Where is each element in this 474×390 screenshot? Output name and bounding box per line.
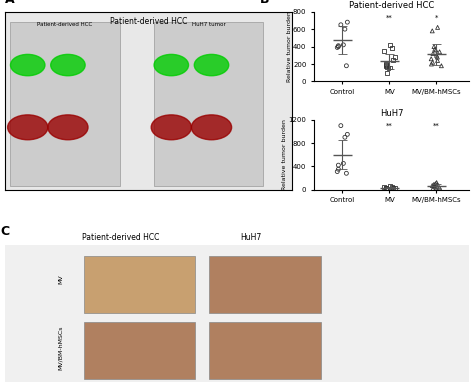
- Point: [382, 63, 390, 69]
- Circle shape: [8, 115, 48, 140]
- Text: MV: MV: [58, 274, 63, 284]
- Point: [391, 54, 398, 60]
- Y-axis label: Relative tumor burden: Relative tumor burden: [286, 11, 292, 82]
- Circle shape: [154, 54, 189, 76]
- Text: **: **: [386, 14, 392, 20]
- Point: [337, 122, 345, 129]
- Text: B: B: [260, 0, 269, 6]
- Point: [339, 42, 347, 48]
- Point: [391, 184, 398, 191]
- Point: [335, 162, 342, 168]
- Point: [429, 185, 437, 191]
- Point: [433, 52, 440, 58]
- Point: [383, 64, 391, 70]
- Point: [434, 182, 441, 188]
- Point: [383, 69, 391, 76]
- Circle shape: [191, 115, 232, 140]
- Circle shape: [151, 115, 191, 140]
- Bar: [154, 22, 263, 186]
- Point: [334, 168, 341, 175]
- Point: [434, 54, 441, 60]
- Circle shape: [10, 54, 45, 76]
- Point: [344, 19, 351, 25]
- Point: [385, 65, 392, 71]
- Text: A: A: [5, 0, 14, 6]
- Text: **: **: [386, 122, 392, 128]
- Point: [382, 61, 390, 67]
- Point: [389, 185, 397, 191]
- Point: [436, 185, 443, 191]
- Bar: [10, 22, 119, 186]
- Point: [429, 50, 437, 57]
- Point: [428, 61, 435, 67]
- Text: Patient-derived HCC: Patient-derived HCC: [37, 22, 93, 27]
- Point: [341, 26, 349, 32]
- Circle shape: [194, 54, 229, 76]
- Bar: [209, 322, 320, 379]
- Point: [431, 46, 438, 52]
- Point: [382, 185, 390, 191]
- Point: [335, 166, 342, 172]
- Point: [432, 184, 439, 190]
- Text: Patient-derived HCC: Patient-derived HCC: [109, 17, 187, 26]
- Bar: [209, 256, 320, 314]
- Circle shape: [48, 115, 88, 140]
- Point: [388, 45, 395, 51]
- Circle shape: [51, 54, 85, 76]
- Point: [335, 43, 342, 50]
- Point: [428, 28, 436, 34]
- Point: [383, 186, 391, 192]
- Point: [431, 184, 438, 190]
- Point: [334, 44, 341, 51]
- Point: [430, 181, 438, 188]
- Text: *: *: [435, 14, 438, 20]
- Point: [430, 183, 438, 189]
- Bar: [84, 256, 195, 314]
- Y-axis label: Relative tumor burden: Relative tumor burden: [282, 119, 287, 190]
- Point: [339, 160, 347, 167]
- Bar: [84, 322, 195, 379]
- Point: [388, 184, 395, 190]
- Point: [380, 48, 388, 54]
- Point: [428, 56, 435, 62]
- Point: [389, 57, 397, 63]
- Point: [382, 186, 390, 192]
- Point: [387, 183, 394, 189]
- Point: [344, 131, 351, 137]
- Text: C: C: [0, 225, 9, 238]
- Title: HuH7: HuH7: [380, 109, 403, 118]
- Point: [432, 47, 439, 53]
- Text: **: **: [433, 122, 440, 128]
- Point: [382, 185, 390, 191]
- Point: [433, 179, 440, 186]
- Point: [341, 134, 349, 140]
- Point: [387, 42, 394, 48]
- Point: [337, 22, 345, 28]
- Point: [432, 181, 439, 187]
- Point: [436, 49, 443, 55]
- Text: Patient-derived HCC: Patient-derived HCC: [82, 233, 160, 242]
- Point: [335, 43, 342, 49]
- Point: [430, 43, 438, 50]
- Point: [343, 63, 350, 69]
- Point: [434, 24, 441, 30]
- Point: [429, 59, 437, 66]
- Text: MV/BM-hMSCs: MV/BM-hMSCs: [58, 326, 63, 370]
- Point: [386, 64, 393, 71]
- Point: [438, 63, 445, 69]
- Text: HuH7: HuH7: [240, 233, 262, 242]
- Point: [434, 57, 441, 64]
- Point: [382, 62, 390, 68]
- Title: Patient-derived HCC: Patient-derived HCC: [349, 0, 434, 9]
- Point: [380, 184, 388, 190]
- Text: HuH7 tumor: HuH7 tumor: [192, 22, 226, 27]
- Point: [428, 183, 436, 189]
- Point: [343, 170, 350, 176]
